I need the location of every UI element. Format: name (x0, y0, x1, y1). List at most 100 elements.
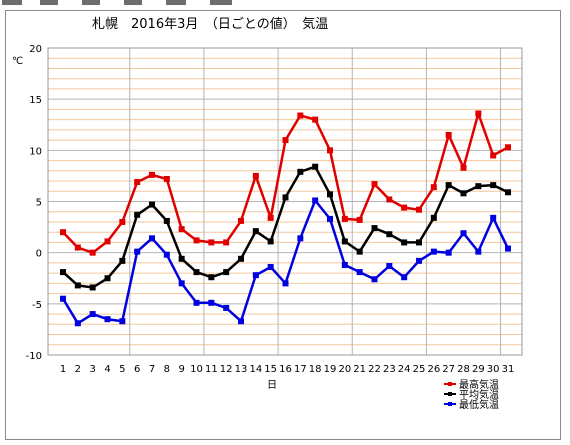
data-point (356, 248, 363, 255)
x-tick-label: 1 (60, 364, 66, 375)
data-point (312, 163, 319, 170)
data-point (89, 284, 96, 291)
data-point (238, 217, 244, 224)
data-point (341, 215, 348, 222)
x-tick-label: 16 (279, 364, 292, 375)
data-point (104, 238, 111, 245)
x-tick-label: 18 (309, 364, 322, 375)
data-point (223, 269, 230, 276)
x-tick-label: 28 (457, 364, 470, 375)
x-tick-label: 4 (104, 364, 110, 375)
data-point (327, 147, 333, 154)
x-tick-label: 6 (134, 364, 140, 375)
data-point (430, 214, 437, 221)
y-axis-ticks: -10 -5 0 5 10 15 20 (26, 44, 42, 362)
data-point (386, 231, 393, 238)
data-point (252, 172, 259, 179)
data-point (371, 181, 378, 188)
data-point (267, 214, 274, 221)
data-point (60, 295, 66, 302)
data-point (163, 251, 170, 258)
data-point (327, 191, 333, 198)
data-point (74, 320, 81, 327)
x-tick-label: 10 (190, 364, 203, 375)
data-point (119, 218, 126, 225)
data-point (297, 168, 304, 175)
data-point (490, 182, 497, 189)
data-point (119, 318, 126, 325)
x-tick-label: 20 (338, 364, 351, 375)
data-point (416, 206, 422, 213)
data-point (89, 249, 96, 256)
data-point (89, 311, 96, 318)
data-point (149, 201, 155, 208)
x-tick-label: 21 (353, 364, 366, 375)
x-tick-label: 17 (294, 364, 307, 375)
data-point (445, 182, 452, 189)
x-tick-label: 22 (368, 364, 381, 375)
y-tick-label: 20 (29, 44, 42, 55)
x-tick-label: 14 (249, 364, 262, 375)
data-point (149, 171, 155, 178)
data-point (416, 239, 422, 246)
data-point (223, 304, 230, 311)
legend-label: 最低気温 (459, 398, 499, 411)
data-point (505, 189, 511, 196)
data-point (134, 179, 141, 186)
legend-swatch-marker (448, 382, 452, 386)
data-point (163, 217, 170, 224)
data-point (60, 269, 66, 276)
data-point (104, 275, 111, 282)
data-point (416, 257, 422, 264)
x-tick-label: 9 (178, 364, 184, 375)
x-tick-label: 30 (487, 364, 500, 375)
series-2 (60, 163, 511, 291)
legend-swatch-marker (448, 402, 452, 406)
series-3 (60, 197, 511, 327)
data-point (505, 245, 511, 252)
data-point (475, 248, 482, 255)
x-tick-label: 2 (75, 364, 81, 375)
data-point (282, 280, 289, 287)
x-tick-label: 12 (220, 364, 233, 375)
x-tick-label: 31 (502, 364, 515, 375)
data-point (104, 316, 111, 323)
data-point (282, 137, 289, 144)
data-point (371, 225, 378, 232)
data-point (297, 112, 304, 119)
data-point (445, 131, 452, 138)
data-point (490, 214, 497, 221)
data-point (490, 152, 497, 159)
data-point (460, 164, 467, 171)
data-point (327, 215, 333, 222)
data-point (178, 280, 185, 287)
data-point (74, 244, 81, 251)
x-tick-label: 24 (398, 364, 411, 375)
x-tick-label: 19 (324, 364, 337, 375)
data-point (178, 226, 185, 233)
data-point (341, 238, 348, 245)
x-axis-label: 日 (267, 380, 277, 391)
x-tick-label: 5 (119, 364, 125, 375)
x-tick-label: 13 (235, 364, 248, 375)
data-point (312, 197, 319, 204)
series-layer (60, 110, 511, 327)
data-point (267, 263, 274, 270)
y-unit-label: ℃ (12, 56, 23, 67)
x-tick-label: 25 (413, 364, 426, 375)
data-point (505, 144, 511, 151)
data-point (312, 116, 319, 123)
data-point (297, 235, 304, 242)
data-point (282, 194, 289, 201)
data-point (475, 183, 482, 190)
data-point (193, 237, 200, 244)
data-point (238, 318, 244, 325)
data-point (341, 261, 348, 268)
data-point (60, 229, 66, 236)
x-tick-label: 7 (149, 364, 155, 375)
top-edge-decoration (0, 0, 570, 6)
data-point (267, 238, 274, 245)
data-point (193, 299, 200, 306)
x-tick-label: 23 (383, 364, 396, 375)
